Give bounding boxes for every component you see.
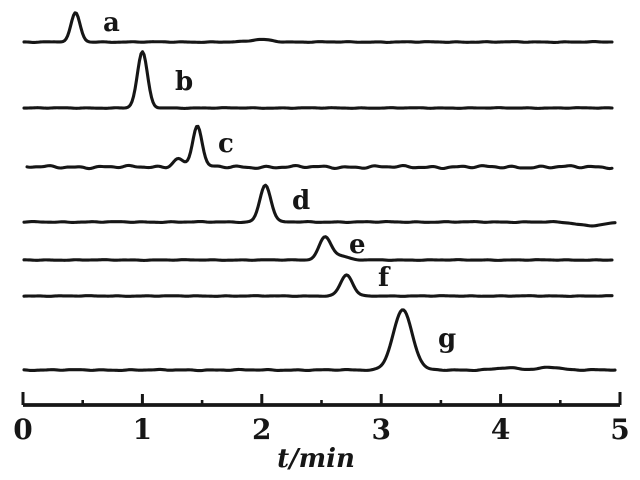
trace-path-b	[22, 50, 614, 110]
trace-path-f	[22, 273, 614, 298]
trace-path-g	[22, 308, 617, 373]
trace-path-e	[22, 235, 614, 262]
trace-path-d	[22, 183, 617, 228]
x-tick-label-0: 0	[13, 413, 32, 446]
trace-label-e: e	[349, 230, 366, 260]
trace-label-b: b	[175, 67, 193, 97]
x-tick-label-3: 3	[371, 413, 390, 446]
x-tick-label-2: 2	[252, 413, 271, 446]
trace-label-g: g	[438, 324, 456, 354]
x-tick-label-5: 5	[610, 413, 629, 446]
trace-path-c	[25, 124, 614, 171]
x-tick-label-4: 4	[491, 413, 510, 446]
x-tick-label-1: 1	[133, 413, 152, 446]
trace-label-c: c	[218, 129, 234, 159]
trace-label-f: f	[378, 263, 391, 293]
trace-path-a	[22, 11, 614, 44]
trace-label-d: d	[292, 186, 310, 216]
trace-label-a: a	[103, 8, 120, 38]
x-axis-label: t/min	[277, 444, 355, 474]
